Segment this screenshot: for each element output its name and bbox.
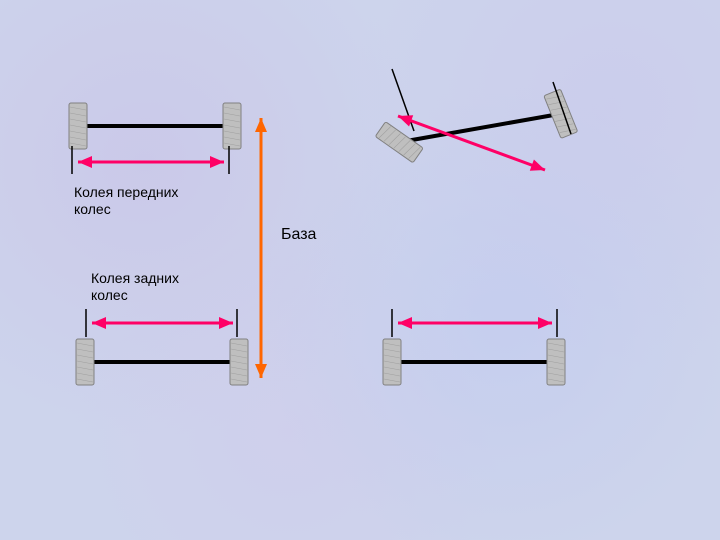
label-wheelbase: База [281,225,316,244]
label-front-track: Колея передних колес [74,184,178,218]
label-rear-track: Колея задних колес [91,270,179,304]
